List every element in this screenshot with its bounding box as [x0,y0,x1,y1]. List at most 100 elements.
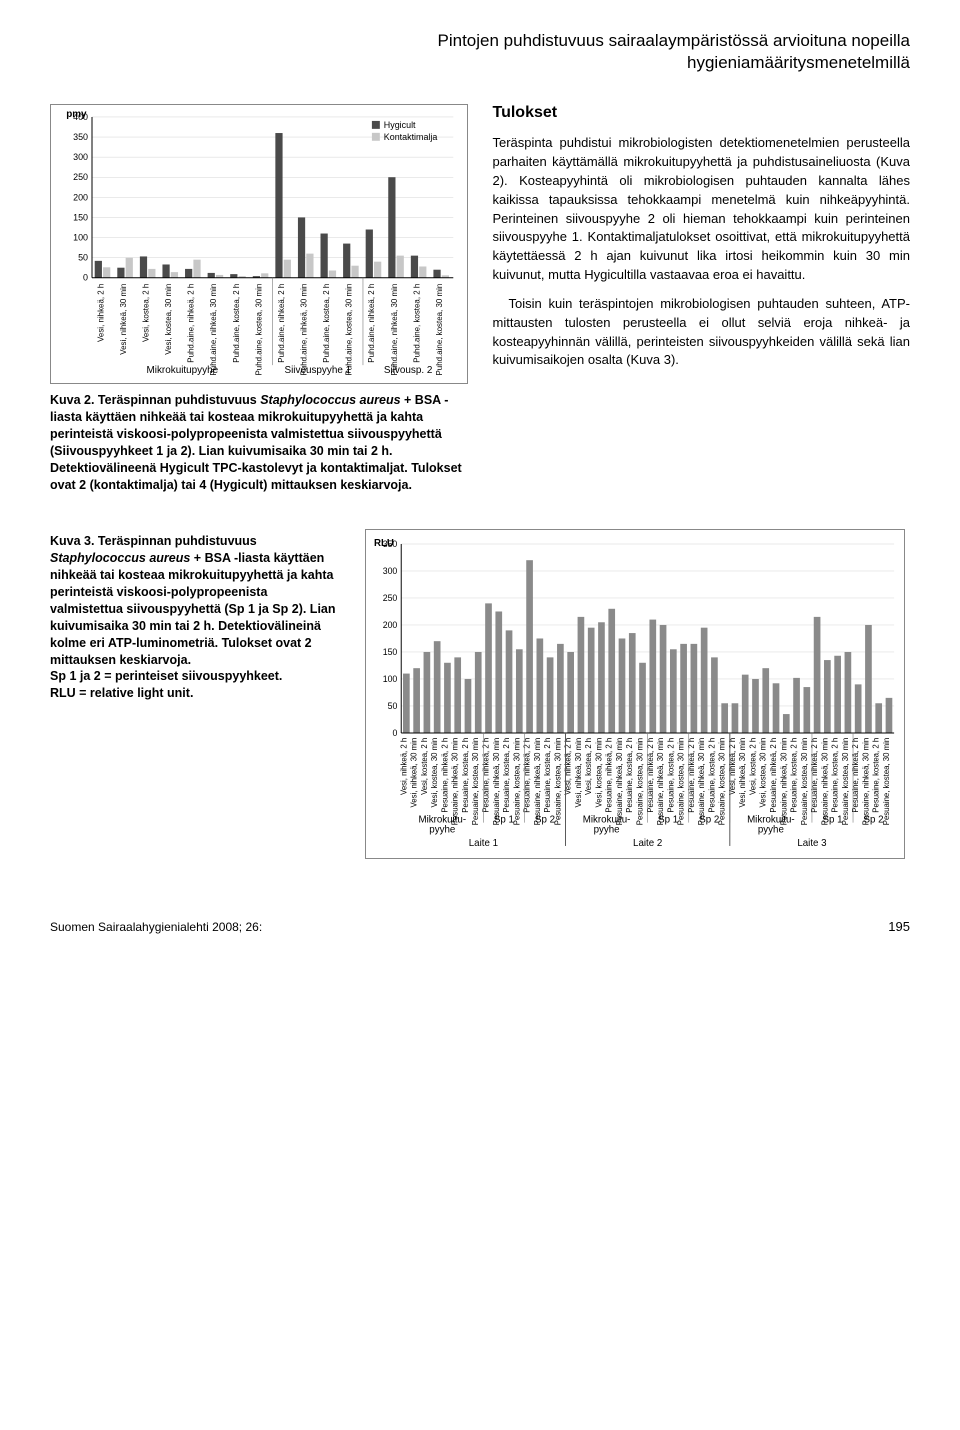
svg-text:Puhd.aine, nihkeä, 2 h: Puhd.aine, nihkeä, 2 h [187,284,196,363]
svg-text:250: 250 [383,593,398,603]
svg-text:Vesi, kostea, 2 h: Vesi, kostea, 2 h [420,738,429,795]
svg-text:Vesi, nihkeä, 2 h: Vesi, nihkeä, 2 h [399,738,408,795]
kuva3-caption: Kuva 3. Teräspinnan puhdistuvuus Staphyl… [50,533,340,702]
svg-text:150: 150 [383,647,398,657]
svg-text:Pesuaine, nihkeä, 2 h: Pesuaine, nihkeä, 2 h [523,738,532,813]
svg-text:Pesuaine, nihkeä, 30 min: Pesuaine, nihkeä, 30 min [697,738,706,825]
svg-text:Pesuaine, kostea, 30 min: Pesuaine, kostea, 30 min [882,738,891,825]
svg-text:Puhd.aine, kostea, 30 min: Puhd.aine, kostea, 30 min [435,284,444,376]
svg-text:Pesuaine, kostea, 2 h: Pesuaine, kostea, 2 h [543,738,552,813]
kuva2-caption: Kuva 2. Teräspinnan puhdistuvuus Staphyl… [50,392,468,493]
kuva3-rest: + BSA -liasta käyttäen nihkeää tai koste… [50,551,336,666]
title-line2: hygieniamääritysmenetelmillä [687,53,910,72]
svg-text:Vesi, kostea, 30 min: Vesi, kostea, 30 min [430,738,439,808]
svg-text:Pesuaine, kostea, 30 min: Pesuaine, kostea, 30 min [677,738,686,825]
results-para1: Teräspinta puhdistui mikrobiologisten de… [493,134,911,285]
svg-text:Pesuaine, kostea, 30 min: Pesuaine, kostea, 30 min [553,738,562,825]
svg-text:Vesi, nihkeä, 30 min: Vesi, nihkeä, 30 min [738,738,747,808]
svg-text:Sp 2: Sp 2 [535,815,555,826]
svg-text:Pesuaine, nihkeä, 30 min: Pesuaine, nihkeä, 30 min [861,738,870,825]
svg-text:Pesuaine, nihkeä, 30 min: Pesuaine, nihkeä, 30 min [820,738,829,825]
svg-text:Puhd.aine, kostea, 2 h: Puhd.aine, kostea, 2 h [412,284,421,363]
svg-text:Pesuaine, kostea, 2 h: Pesuaine, kostea, 2 h [666,738,675,813]
svg-text:pyyhe: pyyhe [429,825,455,836]
svg-text:Puhd.aine, nihkeä, 2 h: Puhd.aine, nihkeä, 2 h [367,284,376,363]
svg-text:200: 200 [73,193,88,203]
svg-text:100: 100 [73,233,88,243]
svg-text:RLU: RLU [374,538,394,549]
svg-text:Pesuaine, kostea, 2 h: Pesuaine, kostea, 2 h [831,738,840,813]
svg-text:pyyhe: pyyhe [758,825,784,836]
svg-text:Pesuaine, nihkeä, 2 h: Pesuaine, nihkeä, 2 h [605,738,614,813]
svg-text:Puhd.aine, kostea, 2 h: Puhd.aine, kostea, 2 h [322,284,331,363]
svg-text:Vesi, kostea, 30 min: Vesi, kostea, 30 min [164,284,173,355]
svg-text:Pesuaine, kostea, 2 h: Pesuaine, kostea, 2 h [790,738,799,813]
kuva3-line2: Sp 1 ja 2 = perinteiset siivouspyyhkeet. [50,669,282,683]
svg-text:Pesuaine, kostea, 30 min: Pesuaine, kostea, 30 min [636,738,645,825]
kuva2-ital: Staphylococcus aureus [260,393,400,407]
svg-text:Pesuaine, kostea, 2 h: Pesuaine, kostea, 2 h [707,738,716,813]
svg-text:Pesuaine, nihkeä, 30 min: Pesuaine, nihkeä, 30 min [656,738,665,825]
svg-text:Vesi, kostea, 2 h: Vesi, kostea, 2 h [141,284,150,342]
results-para2: Toisin kuin teräspintojen mikrobiologise… [493,295,911,370]
svg-text:Pesuaine, kostea, 2 h: Pesuaine, kostea, 2 h [502,738,511,813]
svg-text:Sp 1: Sp 1 [822,815,842,826]
svg-text:pmy: pmy [66,111,87,120]
svg-text:Vesi, kostea, 2 h: Vesi, kostea, 2 h [584,738,593,795]
kuva2-rest: + BSA -liasta käyttäen nihkeää tai koste… [50,393,462,491]
svg-text:pyyhe: pyyhe [594,825,620,836]
svg-text:Pesuaine, nihkeä, 30 min: Pesuaine, nihkeä, 30 min [451,738,460,825]
svg-text:50: 50 [78,253,88,263]
svg-text:Pesuaine, nihkeä, 30 min: Pesuaine, nihkeä, 30 min [533,738,542,825]
svg-text:200: 200 [383,620,398,630]
svg-text:350: 350 [73,132,88,142]
svg-text:Pesuaine, nihkeä, 2 h: Pesuaine, nihkeä, 2 h [769,738,778,813]
kuva3-ital: Staphylococcus aureus [50,551,190,565]
svg-text:250: 250 [73,172,88,182]
kuva3-line3: RLU = relative light unit. [50,686,193,700]
svg-text:Vesi, nihkeä, 2 h: Vesi, nihkeä, 2 h [564,738,573,795]
svg-text:Pesuaine, nihkeä, 30 min: Pesuaine, nihkeä, 30 min [492,738,501,825]
svg-text:Hygicult: Hygicult [384,120,416,130]
svg-text:Pesuaine, nihkeä, 30 min: Pesuaine, nihkeä, 30 min [779,738,788,825]
journal-ref: Suomen Sairaalahygienialehti 2008; 26: [50,920,262,934]
svg-text:Vesi, kostea, 30 min: Vesi, kostea, 30 min [594,738,603,808]
svg-text:150: 150 [73,213,88,223]
svg-text:Pesuaine, nihkeä, 2 h: Pesuaine, nihkeä, 2 h [687,738,696,813]
svg-text:Pesuaine, nihkeä, 2 h: Pesuaine, nihkeä, 2 h [482,738,491,813]
svg-text:50: 50 [388,701,398,711]
svg-text:Pesuaine, nihkeä, 2 h: Pesuaine, nihkeä, 2 h [440,738,449,813]
svg-text:Puhd.aine, kostea, 30 min: Puhd.aine, kostea, 30 min [254,284,263,376]
svg-text:Pesuaine, nihkeä, 2 h: Pesuaine, nihkeä, 2 h [851,738,860,813]
svg-text:Vesi, nihkeä, 30 min: Vesi, nihkeä, 30 min [574,738,583,808]
svg-text:Pesuaine, nihkeä, 2 h: Pesuaine, nihkeä, 2 h [646,738,655,813]
kuva3-chart: 050100150200250300350RLUVesi, nihkeä, 2 … [365,529,905,859]
svg-text:Puhd.aine, kostea, 30 min: Puhd.aine, kostea, 30 min [345,284,354,376]
svg-text:Sp 1: Sp 1 [494,815,514,826]
svg-text:Puhd.aine, nihkeä, 30 min: Puhd.aine, nihkeä, 30 min [209,284,218,376]
svg-text:Pesuaine, kostea, 2 h: Pesuaine, kostea, 2 h [461,738,470,813]
svg-text:Pesuaine, nihkeä, 2 h: Pesuaine, nihkeä, 2 h [810,738,819,813]
svg-text:Puhd.aine, kostea, 2 h: Puhd.aine, kostea, 2 h [232,284,241,363]
results-heading: Tulokset [493,104,911,122]
page-title: Pintojen puhdistuvuus sairaalaympäristös… [50,30,910,74]
svg-text:Pesuaine, nihkeä, 30 min: Pesuaine, nihkeä, 30 min [615,738,624,825]
page-number: 195 [888,919,910,934]
svg-text:Vesi, nihkeä, 30 min: Vesi, nihkeä, 30 min [410,738,419,808]
svg-text:Puhd.aine, nihkeä, 2 h: Puhd.aine, nihkeä, 2 h [277,284,286,363]
svg-text:300: 300 [383,566,398,576]
svg-text:Laite 3: Laite 3 [797,838,826,849]
svg-text:Puhd.aine, nihkeä, 30 min: Puhd.aine, nihkeä, 30 min [300,284,309,376]
svg-text:Sp 2: Sp 2 [699,815,719,826]
svg-text:Pesuaine, kostea, 30 min: Pesuaine, kostea, 30 min [718,738,727,825]
svg-text:Laite 2: Laite 2 [633,838,662,849]
svg-text:Laite 1: Laite 1 [469,838,498,849]
svg-text:Vesi, kostea, 2 h: Vesi, kostea, 2 h [748,738,757,795]
svg-text:300: 300 [73,152,88,162]
svg-text:0: 0 [83,273,88,283]
svg-text:100: 100 [383,674,398,684]
title-line1: Pintojen puhdistuvuus sairaalaympäristös… [438,31,911,50]
svg-text:Mikrokuitupyyhe: Mikrokuitupyyhe [147,365,219,376]
svg-text:Vesi, kostea, 30 min: Vesi, kostea, 30 min [759,738,768,808]
svg-text:Kontaktimalja: Kontaktimalja [384,132,438,142]
